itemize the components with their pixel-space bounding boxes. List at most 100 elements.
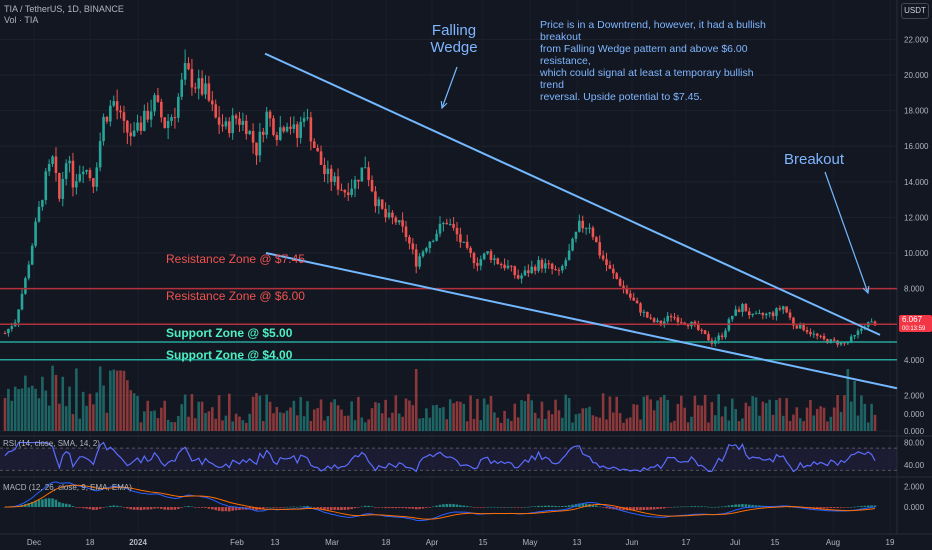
candle-body <box>455 227 459 235</box>
macd-hist-bar <box>425 507 428 508</box>
candle-body <box>533 266 537 271</box>
volume-bar <box>255 393 258 431</box>
volume-bar <box>190 394 194 431</box>
volume-bar <box>764 403 768 431</box>
volume-bar <box>58 403 61 431</box>
volume-bar <box>34 388 37 431</box>
candle-body <box>567 250 571 261</box>
volume-bar <box>540 401 544 431</box>
macd-hist-bar <box>289 506 292 508</box>
rsi-tick-label: 40.00 <box>904 461 925 470</box>
volume-bar <box>669 422 673 431</box>
volume-bar <box>812 415 816 431</box>
macd-hist-bar <box>635 507 639 511</box>
macd-hist-bar <box>166 507 170 510</box>
volume-bar <box>696 405 700 431</box>
candle-body <box>194 87 197 89</box>
macd-hist-bar <box>788 506 792 508</box>
macd-hist-bar <box>435 505 438 508</box>
candle-body <box>143 110 146 131</box>
candle-body <box>244 120 248 135</box>
candle-body <box>666 315 669 322</box>
candle-body <box>465 241 469 248</box>
candle-body <box>445 222 449 225</box>
volume-bar <box>24 375 27 431</box>
macd-hist-bar <box>720 506 724 508</box>
candle-body <box>730 315 734 320</box>
volume-bar <box>194 418 197 431</box>
macd-hist-bar <box>81 507 85 509</box>
volume-bar <box>17 389 20 431</box>
macd-hist-bar <box>343 507 347 510</box>
price-tick-label: 22.000 <box>904 35 929 44</box>
currency-button[interactable]: USDT <box>901 3 929 19</box>
volume-bar <box>809 400 812 431</box>
volume-bar <box>272 413 275 431</box>
volume-bar <box>329 402 333 431</box>
macd-hist-bar <box>673 506 676 508</box>
volume-bar <box>751 396 754 431</box>
candle-body <box>428 241 432 249</box>
candle-body <box>540 260 544 269</box>
time-tick-label: Jul <box>730 538 740 547</box>
candle-body <box>496 258 500 265</box>
rsi-label: RSI (14, close, SMA, 14, 2) <box>3 439 100 448</box>
volume-bar <box>374 402 377 431</box>
macd-hist-bar <box>302 506 306 508</box>
macd-hist-bar <box>64 503 68 508</box>
candle-body <box>282 127 285 132</box>
time-tick-label: 2024 <box>129 538 147 547</box>
macd-hist-bar <box>486 506 489 508</box>
macd-hist-bar <box>747 504 751 508</box>
macd-hist-bar <box>615 507 619 510</box>
candle-body <box>425 248 428 252</box>
volume-bar <box>564 394 568 431</box>
resistance-600-label: Resistance Zone @ $6.00 <box>166 289 305 303</box>
volume-bar <box>170 422 173 431</box>
macd-hist-bar <box>693 506 697 508</box>
volume-bar <box>109 370 112 431</box>
macd-hist-bar <box>115 505 119 508</box>
time-tick-label: 18 <box>86 538 95 547</box>
candle-body <box>486 251 489 254</box>
candle-body <box>843 342 846 344</box>
macd-hist-bar <box>459 505 462 508</box>
macd-hist-bar <box>489 506 493 508</box>
macd-hist-bar <box>836 507 839 508</box>
candle-body <box>499 264 503 266</box>
candle-body <box>520 275 523 279</box>
macd-hist-bar <box>149 507 153 510</box>
candle-body <box>741 304 744 312</box>
macd-hist-bar <box>102 507 105 508</box>
volume-bar <box>846 369 850 431</box>
candle-body <box>510 265 513 267</box>
volume-bar <box>496 417 500 431</box>
volume-bar <box>384 399 387 431</box>
candle-body <box>839 342 843 345</box>
volume-bar <box>367 419 370 431</box>
volume-bar <box>408 400 411 431</box>
macd-hist-bar <box>642 507 646 511</box>
volume-bar <box>754 397 758 431</box>
macd-hist-bar <box>442 504 445 508</box>
macd-tick-label: 2.000 <box>904 482 925 491</box>
macd-hist-bar <box>333 507 336 510</box>
time-tick-label: Mar <box>325 538 339 547</box>
macd-hist-bar <box>44 498 48 508</box>
candle-body <box>221 124 224 127</box>
candle-body <box>323 164 326 175</box>
macd-hist-bar <box>408 507 411 509</box>
volume-bar <box>275 407 279 431</box>
time-tick-label: 18 <box>382 538 391 547</box>
macd-hist-bar <box>160 507 163 509</box>
candle-body <box>391 212 394 218</box>
macd-hist-bar <box>309 506 313 508</box>
macd-hist-bar <box>469 506 472 508</box>
candle-body <box>207 83 211 101</box>
macd-hist-bar <box>98 507 102 509</box>
candle-body <box>849 336 853 342</box>
candle-body <box>775 308 778 317</box>
volume-bar <box>805 407 809 431</box>
macd-hist-bar <box>88 507 92 510</box>
